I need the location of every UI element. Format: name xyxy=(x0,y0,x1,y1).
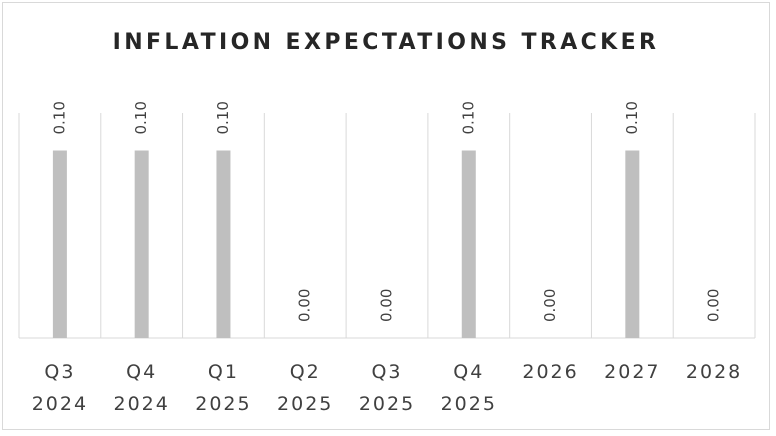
x-tick-label: Q3 xyxy=(44,361,75,383)
x-tick-label: 2024 xyxy=(113,393,169,415)
x-tick-label: 2025 xyxy=(359,393,415,415)
x-tick-label: Q4 xyxy=(126,361,157,383)
data-label: 0.00 xyxy=(378,289,396,322)
data-label: 0.00 xyxy=(541,289,559,322)
x-tick-label: Q3 xyxy=(371,361,402,383)
data-label: 0.00 xyxy=(705,289,723,322)
data-label: 0.10 xyxy=(214,101,232,134)
x-tick-label: 2028 xyxy=(686,361,742,383)
data-label: 0.10 xyxy=(459,101,477,134)
bar xyxy=(52,150,67,338)
x-tick-label: 2025 xyxy=(441,393,497,415)
data-label: 0.10 xyxy=(623,101,641,134)
x-tick-label: 2025 xyxy=(277,393,333,415)
bar xyxy=(625,150,640,338)
x-tick-label: 2024 xyxy=(32,393,88,415)
bar xyxy=(216,150,231,338)
bar xyxy=(461,150,476,338)
chart-frame xyxy=(2,2,770,430)
x-tick-label: 2026 xyxy=(522,361,578,383)
data-label: 0.00 xyxy=(296,289,314,322)
x-tick-label: 2025 xyxy=(195,393,251,415)
chart-title: INFLATION EXPECTATIONS TRACKER xyxy=(112,30,660,55)
x-tick-label: Q1 xyxy=(208,361,239,383)
x-tick-label: Q4 xyxy=(453,361,484,383)
x-tick-label: Q2 xyxy=(290,361,321,383)
bar xyxy=(134,150,149,338)
data-label: 0.10 xyxy=(132,101,150,134)
data-label: 0.10 xyxy=(50,101,68,134)
x-tick-label: 2027 xyxy=(604,361,660,383)
